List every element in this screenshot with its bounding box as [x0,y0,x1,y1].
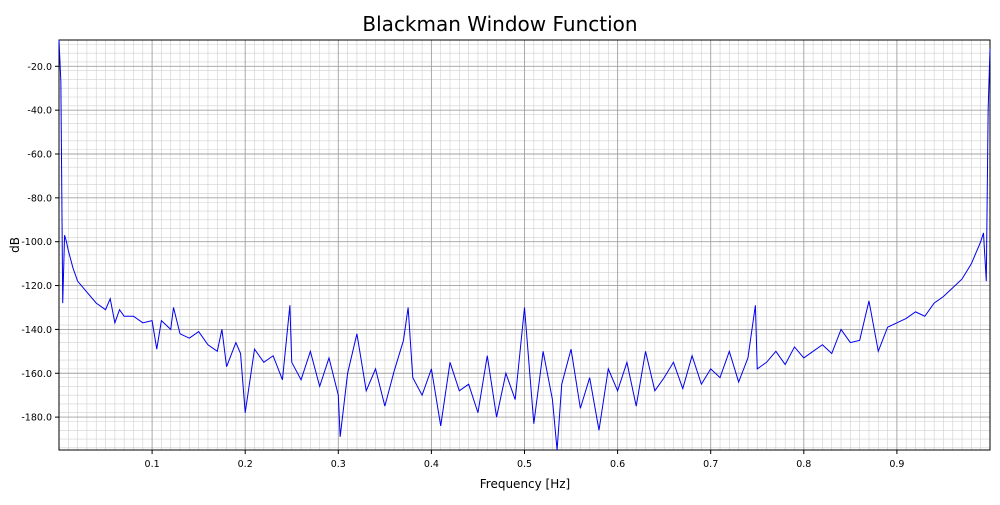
y-tick-label: -100.0 [21,237,52,248]
x-tick-label: 0.1 [145,459,160,470]
series-line [58,39,991,451]
y-tick-label: -40.0 [27,106,52,117]
y-tick-label: -140.0 [21,325,52,336]
y-tick-label: -60.0 [27,150,52,161]
y-tick-label: -20.0 [27,62,52,73]
x-axis-label: Frequency [Hz] [480,477,571,491]
chart-title: Blackman Window Function [362,12,637,36]
y-axis-label: dB [8,237,22,253]
x-axis: 0.1 0.2 0.3 0.4 0.5 0.6 0.7 0.8 0.9 [145,450,904,470]
x-tick-label: 0.3 [331,459,346,470]
major-grid [59,40,990,450]
x-tick-label: 0.2 [238,459,253,470]
y-tick-label: -180.0 [21,413,52,424]
x-tick-label: 0.9 [889,459,904,470]
x-tick-label: 0.7 [703,459,718,470]
x-tick-label: 0.4 [424,459,439,470]
y-axis: -20.0 -40.0 -60.0 -80.0 -100.0 -120.0 -140.0 -1… [21,62,59,424]
x-tick-label: 0.8 [796,459,811,470]
x-tick-label: 0.5 [517,459,532,470]
x-tick-label: 0.6 [610,459,625,470]
y-tick-label: -80.0 [27,193,52,204]
y-tick-label: -160.0 [21,369,52,380]
y-tick-label: -120.0 [21,281,52,292]
